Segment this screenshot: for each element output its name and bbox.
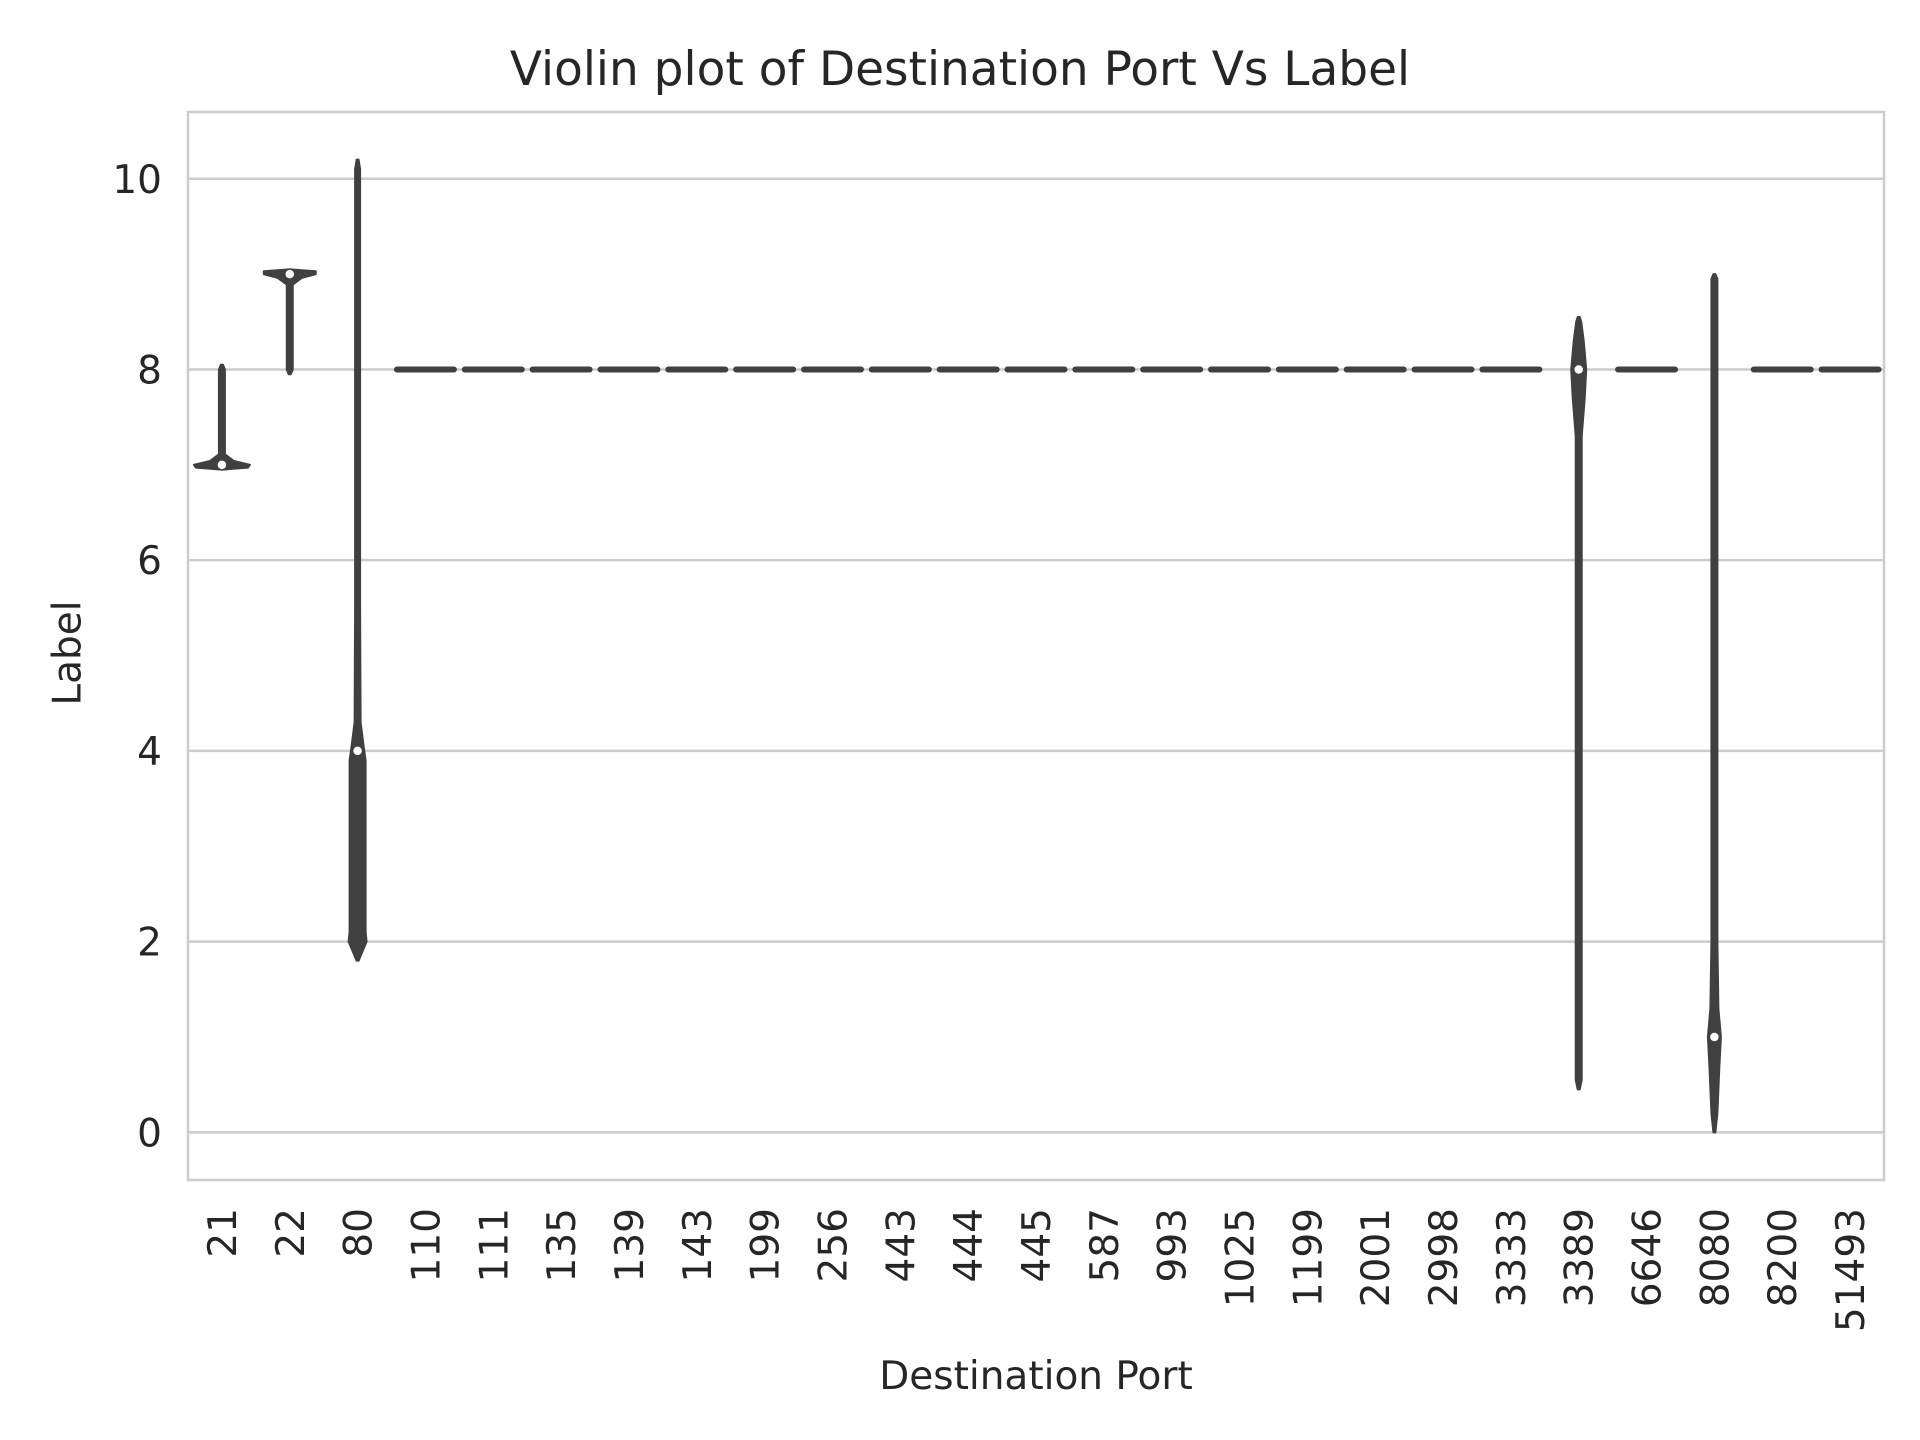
x-tick-21: 21 <box>201 1208 246 1258</box>
y-tick-8: 8 <box>137 348 162 393</box>
x-tick-993: 993 <box>1151 1208 1196 1282</box>
x-tick-labels: 21 22 80 110 111 135 139 143 199 256 443 444 445 587 9… <box>201 1208 1874 1332</box>
median-3389 <box>1572 363 1585 376</box>
x-tick-3333: 3333 <box>1490 1208 1535 1307</box>
x-tick-143: 143 <box>676 1208 721 1282</box>
y-tick-4: 4 <box>137 730 162 775</box>
x-tick-587: 587 <box>1083 1208 1128 1282</box>
y-tick-2: 2 <box>137 921 162 966</box>
x-tick-3389: 3389 <box>1558 1208 1603 1307</box>
median-markers <box>216 268 1721 1043</box>
x-tick-80: 80 <box>337 1208 382 1258</box>
x-tick-139: 139 <box>608 1208 653 1282</box>
x-axis-title: Destination Port <box>879 1354 1193 1399</box>
chart-title: Violin plot of Destination Port Vs Label <box>509 42 1411 97</box>
median-80 <box>351 745 364 757</box>
y-tick-10: 10 <box>112 158 162 203</box>
violin-3389 <box>1570 316 1588 1091</box>
x-tick-256: 256 <box>811 1208 856 1282</box>
x-tick-22: 22 <box>269 1208 314 1258</box>
x-tick-2001: 2001 <box>1354 1208 1399 1307</box>
x-tick-1025: 1025 <box>1219 1208 1264 1307</box>
y-tick-6: 6 <box>137 539 162 584</box>
plot-frame <box>186 110 1886 1182</box>
x-tick-6646: 6646 <box>1626 1208 1671 1307</box>
x-tick-445: 445 <box>1015 1208 1060 1282</box>
x-tick-444: 444 <box>947 1208 992 1282</box>
x-tick-111: 111 <box>472 1208 517 1282</box>
median-22 <box>284 268 296 280</box>
median-21 <box>216 459 228 471</box>
x-tick-199: 199 <box>744 1208 789 1282</box>
violin-22 <box>262 268 317 376</box>
x-tick-135: 135 <box>540 1208 585 1282</box>
x-tick-51493: 51493 <box>1829 1208 1874 1332</box>
y-tick-labels: 0 2 4 6 8 10 <box>112 158 162 1157</box>
grid-lines <box>188 177 1884 1134</box>
violin-8080 <box>1706 273 1722 1134</box>
x-tick-2998: 2998 <box>1422 1208 1467 1307</box>
violin-80 <box>347 158 368 962</box>
x-tick-1199: 1199 <box>1286 1208 1331 1307</box>
x-tick-110: 110 <box>404 1208 449 1282</box>
x-tick-8080: 8080 <box>1693 1208 1738 1307</box>
x-tick-8200: 8200 <box>1761 1208 1806 1307</box>
x-tick-443: 443 <box>879 1208 924 1282</box>
median-8080 <box>1708 1031 1721 1043</box>
y-tick-0: 0 <box>137 1111 162 1156</box>
violin-21 <box>192 363 251 471</box>
violins <box>192 158 1882 1134</box>
